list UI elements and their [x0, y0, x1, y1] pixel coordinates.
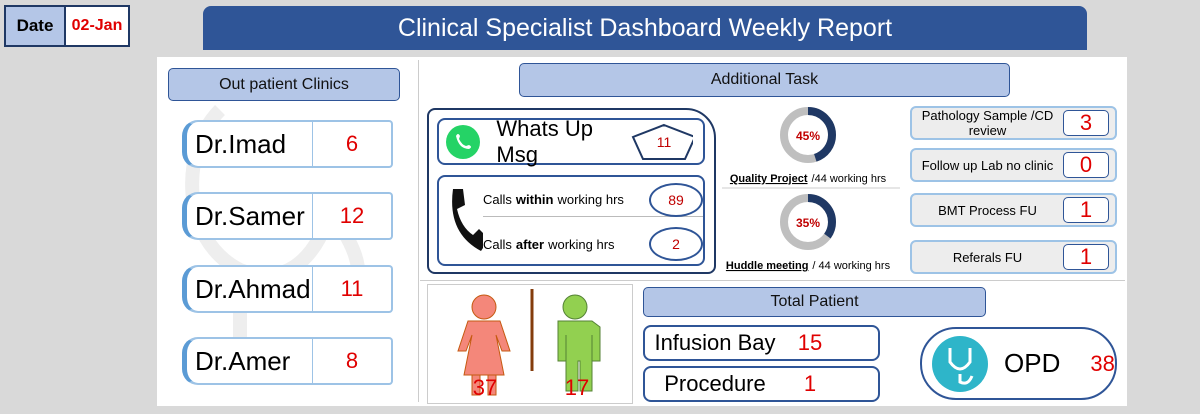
- donut-name: Quality Project: [730, 173, 808, 185]
- task-label: Follow up Lab no clinic: [921, 157, 1054, 173]
- item-count: 15: [797, 330, 823, 355]
- call-prefix: Calls: [483, 192, 512, 207]
- doctor-name: Dr.Amer: [195, 345, 291, 376]
- gender-icons: [457, 289, 601, 396]
- donut-label: 45%: [796, 129, 820, 143]
- whatsapp-label: Whats Up Msg: [496, 115, 593, 167]
- date-label: Date: [16, 16, 54, 35]
- task-count: 1: [1063, 197, 1109, 223]
- call-emphasis: after: [515, 236, 545, 252]
- call-emphasis: within: [515, 192, 554, 207]
- donut-arc: [780, 194, 836, 250]
- pentagon: 11: [631, 123, 693, 160]
- whatsapp-icon: [446, 124, 480, 159]
- whatsapp-count: 11: [657, 134, 672, 150]
- whatsapp-box: Whats Up Msg 11: [437, 115, 705, 167]
- task-label: Pathology Sample /CD review: [921, 108, 1054, 138]
- opd-count: 38: [1090, 350, 1115, 376]
- task-count: 3: [1063, 110, 1109, 136]
- donut-caption: Quality Project/44 working hrs: [730, 173, 887, 185]
- date-value: 02-Jan: [64, 7, 128, 45]
- call-row: Calls after working hrs 2: [483, 227, 703, 261]
- call-suffix: working hrs: [557, 192, 624, 207]
- call-suffix: working hrs: [548, 236, 615, 252]
- opd-label: OPD: [1004, 348, 1061, 378]
- call-count: 2: [649, 227, 703, 261]
- task-label: BMT Process FU: [938, 202, 1037, 218]
- divider: [420, 280, 1125, 281]
- doctor-box: Dr.Amer 8: [182, 337, 393, 385]
- task-box: BMT Process FU 1: [910, 193, 1117, 227]
- doctor-name: Dr.Imad: [195, 128, 287, 159]
- task-box: Follow up Lab no clinic 0: [910, 148, 1117, 182]
- donut-arc: [780, 107, 836, 163]
- donut-name: Huddle meeting: [726, 260, 809, 272]
- title: Clinical Specialist Dashboard Weekly Rep…: [203, 6, 1087, 50]
- donut-hours: /44 working hrs: [812, 173, 887, 185]
- doctor-name: Dr.Samer: [195, 200, 305, 231]
- call-prefix: Calls: [483, 236, 512, 252]
- task-count: 0: [1063, 152, 1109, 178]
- doctor-count: 6: [312, 122, 391, 166]
- opd-icon: [932, 335, 988, 392]
- outpatient-header: Out patient Clinics: [168, 68, 400, 101]
- doctor-box: Dr.Samer 12: [182, 192, 393, 240]
- item-label: Procedure: [664, 371, 766, 396]
- doctor-name: Dr.Ahmad: [195, 273, 311, 304]
- divider: [418, 60, 419, 402]
- additional-task-header: Additional Task: [519, 63, 1010, 97]
- patient-item: Procedure 1: [643, 366, 880, 402]
- task-box: Pathology Sample /CD review 3: [910, 106, 1117, 140]
- task-box: Referals FU 1: [910, 240, 1117, 274]
- phone-icon: [452, 189, 483, 251]
- patient-item: Infusion Bay 15: [643, 325, 880, 361]
- item-count: 1: [803, 371, 817, 396]
- doctor-box: Dr.Ahmad 11: [182, 265, 393, 313]
- donuts: 45% Quality Project/44 working hrs 35% Hudd…: [722, 107, 900, 272]
- total-patient-header: Total Patient: [643, 287, 986, 317]
- date-box: Date 02-Jan: [4, 5, 130, 47]
- task-label: Referals FU: [952, 249, 1023, 265]
- gender-box: 37 17: [427, 284, 633, 404]
- donut-caption: Huddle meeting/ 44 working hrs: [726, 260, 891, 272]
- task-count: 1: [1063, 244, 1109, 270]
- donut-label: 35%: [796, 216, 820, 230]
- doctor-count: 11: [312, 267, 391, 311]
- male-count: 17: [564, 375, 590, 400]
- call-row: Calls within working hrs 89: [483, 182, 703, 217]
- doctor-count: 12: [312, 194, 391, 238]
- doctor-box: Dr.Imad 6: [182, 120, 393, 168]
- female-count: 37: [472, 375, 498, 400]
- opd-box: OPD 38: [920, 327, 1117, 400]
- doctor-count: 8: [312, 339, 391, 383]
- call-count: 89: [649, 182, 703, 217]
- comm-box: [427, 108, 716, 274]
- calls-box: Calls within working hrs 89 Calls after workin…: [437, 175, 705, 266]
- item-label: Infusion Bay: [654, 330, 776, 355]
- donut-hours: / 44 working hrs: [812, 260, 890, 272]
